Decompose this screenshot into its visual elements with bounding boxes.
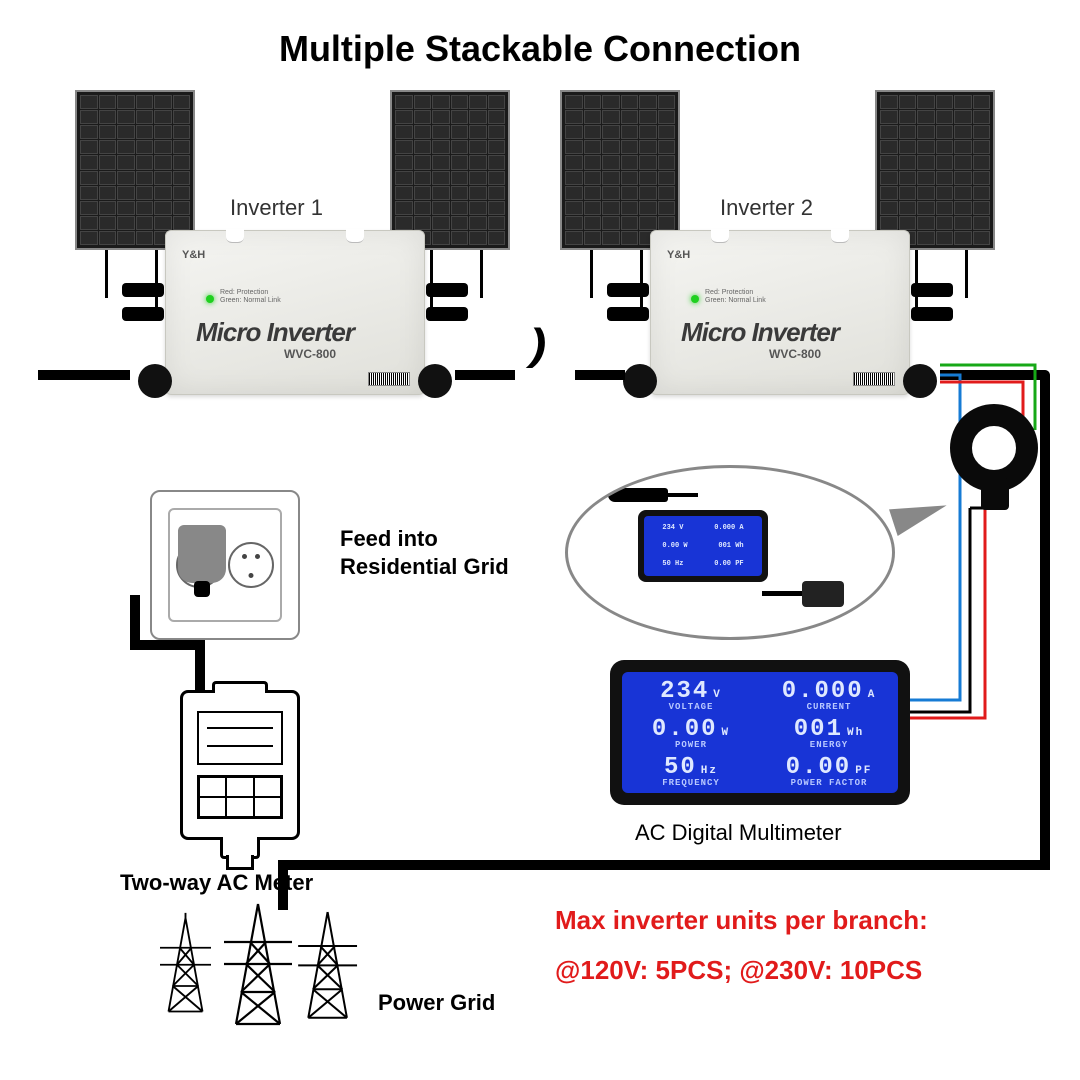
status-led-icon — [206, 295, 214, 303]
solar-panel-3 — [560, 90, 680, 250]
ac-meter-label: Two-way AC Meter — [120, 870, 313, 896]
led-text-1: Red: Protection — [220, 289, 268, 296]
detail-callout: 234 V0.000 A 0.00 W001 Wh 50 Hz0.00 PF — [565, 465, 895, 640]
solar-panel-4 — [875, 90, 995, 250]
inverter-brand-badge: Y&H — [667, 249, 690, 261]
ac-meter-icon — [180, 690, 300, 840]
status-led-icon — [691, 295, 699, 303]
power-grid-icon — [150, 900, 370, 1040]
led-text-2: Green: Normal Link — [220, 297, 281, 304]
cable — [38, 370, 130, 380]
cable — [130, 640, 205, 650]
mini-plug-icon — [802, 581, 844, 607]
power-grid-label: Power Grid — [378, 990, 495, 1016]
led-text-1: Red: Protection — [705, 289, 753, 296]
inverter-2-label: Inverter 2 — [720, 195, 813, 221]
cable — [575, 370, 625, 380]
solar-panel-1 — [75, 90, 195, 250]
feed-label: Feed intoResidential Grid — [340, 525, 509, 581]
digital-multimeter: 234V 0.000A VOLTAGE CURRENT 0.00W 001Wh … — [610, 660, 910, 805]
power-plug-icon — [178, 525, 226, 583]
barcode-icon — [368, 372, 410, 386]
mini-multimeter-icon: 234 V0.000 A 0.00 W001 Wh 50 Hz0.00 PF — [638, 510, 768, 582]
inverter-model: WVC-800 — [284, 347, 336, 361]
micro-inverter-2: Y&H Red: ProtectionGreen: Normal Link Mi… — [650, 230, 910, 395]
inverter-model: WVC-800 — [769, 347, 821, 361]
inverter-product-name: Micro Inverter — [681, 317, 839, 348]
continuation-icon: ) ) — [530, 320, 536, 370]
inverter-brand-badge: Y&H — [182, 249, 205, 261]
max-units-note: Max inverter units per branch:@120V: 5PC… — [555, 895, 928, 995]
cable — [278, 860, 1050, 870]
cable — [195, 640, 205, 695]
inverter-1-label: Inverter 1 — [230, 195, 323, 221]
multimeter-label: AC Digital Multimeter — [635, 820, 842, 846]
barcode-icon — [853, 372, 895, 386]
page-title: Multiple Stackable Connection — [0, 28, 1080, 70]
solar-panel-2 — [390, 90, 510, 250]
led-text-2: Green: Normal Link — [705, 297, 766, 304]
micro-inverter-1: Y&H Red: ProtectionGreen: Normal Link Mi… — [165, 230, 425, 395]
ct-clamp-icon — [950, 400, 1040, 510]
inverter-product-name: Micro Inverter — [196, 317, 354, 348]
cable — [455, 370, 515, 380]
cable — [130, 595, 140, 650]
